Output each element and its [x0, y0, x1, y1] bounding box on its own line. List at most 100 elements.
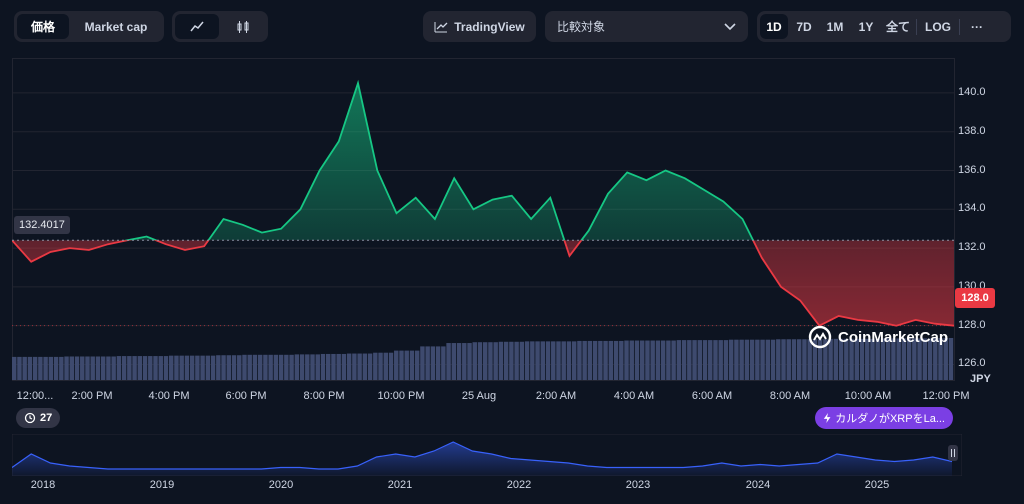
volume-bar [917, 338, 922, 380]
volume-bar [598, 340, 603, 380]
volume-bar [221, 355, 226, 380]
volume-bar [530, 341, 535, 380]
range-selector: 1D 7D 1M 1Y 全て LOG ··· [757, 11, 1011, 42]
volume-bar [498, 341, 504, 380]
volume-bar [242, 354, 247, 380]
tab-market-cap[interactable]: Market cap [84, 19, 148, 34]
volume-bar [383, 352, 388, 380]
volume-bar [755, 339, 760, 380]
volume-bar [640, 340, 645, 380]
y-tick-label: 138.0 [958, 124, 986, 137]
volume-bar [378, 352, 383, 380]
overview-navigator[interactable] [12, 434, 962, 476]
x-tick-label: 8:00 AM [769, 390, 811, 402]
y-tick-label: 128.0 [958, 318, 986, 331]
volume-bar [938, 338, 943, 380]
volume-bar [786, 339, 791, 380]
volume-bar [875, 338, 880, 380]
volume-bar [278, 354, 284, 380]
tab-price[interactable]: 価格 [17, 14, 69, 39]
range-1d[interactable]: 1D [760, 14, 788, 39]
volume-bar [174, 355, 179, 380]
volume-bar [608, 340, 614, 380]
volume-bar [760, 339, 765, 380]
range-all[interactable]: 全て [885, 20, 910, 34]
history-icon [24, 412, 36, 424]
y-tick-label: 132.0 [958, 241, 986, 254]
news-pill[interactable]: カルダノがXRPをLa... [815, 407, 953, 429]
volume-bar [503, 341, 509, 380]
candle-chart-icon[interactable] [221, 14, 265, 39]
volume-bar [310, 354, 315, 380]
volume-bar [64, 356, 69, 380]
range-1m[interactable]: 1M [826, 19, 844, 34]
volume-bar [189, 355, 195, 380]
volume-bar [765, 339, 771, 380]
y-tick-label: 136.0 [958, 163, 986, 176]
volume-bar [320, 353, 326, 380]
volume-bar [257, 354, 263, 380]
price-chart[interactable] [12, 58, 1012, 384]
volume-bar [472, 342, 477, 380]
volume-bar [933, 338, 938, 380]
volume-bar [284, 354, 289, 380]
volume-bar [927, 338, 933, 380]
history-count: 27 [40, 412, 53, 424]
volume-bar [865, 338, 870, 380]
volume-bar [80, 356, 85, 380]
currency-unit: JPY [970, 373, 991, 385]
volume-bar [702, 340, 708, 380]
compare-dropdown[interactable]: 比較対象 [545, 11, 748, 42]
volume-bar [823, 339, 828, 380]
volume-bar [718, 340, 723, 380]
last-price-badge: 128.0 [955, 288, 995, 308]
news-text: カルダノがXRPをLa... [835, 413, 945, 425]
volume-bar [619, 340, 624, 380]
volume-bar [106, 356, 111, 380]
volume-bar [891, 338, 896, 380]
volume-bar [781, 339, 786, 380]
tradingview-icon [434, 21, 448, 32]
x-tick-label: 8:00 PM [303, 390, 345, 402]
volume-bar [462, 343, 467, 380]
tradingview-label: TradingView [454, 19, 525, 34]
range-1y[interactable]: 1Y [858, 19, 874, 34]
price-area-up [12, 83, 954, 241]
volume-bar [896, 338, 901, 380]
volume-bar [791, 339, 797, 380]
log-toggle[interactable]: LOG [925, 19, 951, 34]
volume-bar [425, 346, 430, 380]
price-line-down [12, 240, 954, 327]
volume-bar [912, 338, 917, 380]
volume-bar [32, 356, 38, 380]
overview-year-label: 2023 [625, 479, 651, 491]
volume-bar [666, 340, 671, 380]
overview-area [12, 442, 952, 476]
volume-bar [341, 353, 347, 380]
volume-bar [739, 339, 744, 380]
navigator-handle[interactable] [948, 445, 958, 461]
range-7d[interactable]: 7D [796, 19, 812, 34]
line-chart-icon[interactable] [175, 14, 219, 39]
divider [916, 18, 917, 35]
overview-year-label: 2018 [30, 479, 56, 491]
volume-bar [69, 356, 74, 380]
volume-bar [645, 340, 650, 380]
volume-bar [184, 355, 190, 380]
volume-bar [817, 339, 823, 380]
x-tick-label: 2:00 PM [71, 390, 113, 402]
chart-border [12, 58, 955, 381]
more-options-icon[interactable]: ··· [971, 19, 983, 34]
volume-bar [237, 355, 242, 380]
volume-bar [231, 355, 237, 380]
volume-bar [681, 340, 687, 380]
tradingview-button[interactable]: TradingView [423, 11, 536, 42]
volume-bar [346, 353, 352, 380]
volume-bar [200, 355, 205, 380]
overview-year-label: 2020 [268, 479, 294, 491]
volume-bar [268, 354, 273, 380]
history-button[interactable]: 27 [16, 408, 61, 428]
volume-bar [169, 355, 174, 380]
coinmarketcap-logo-icon [808, 325, 832, 349]
